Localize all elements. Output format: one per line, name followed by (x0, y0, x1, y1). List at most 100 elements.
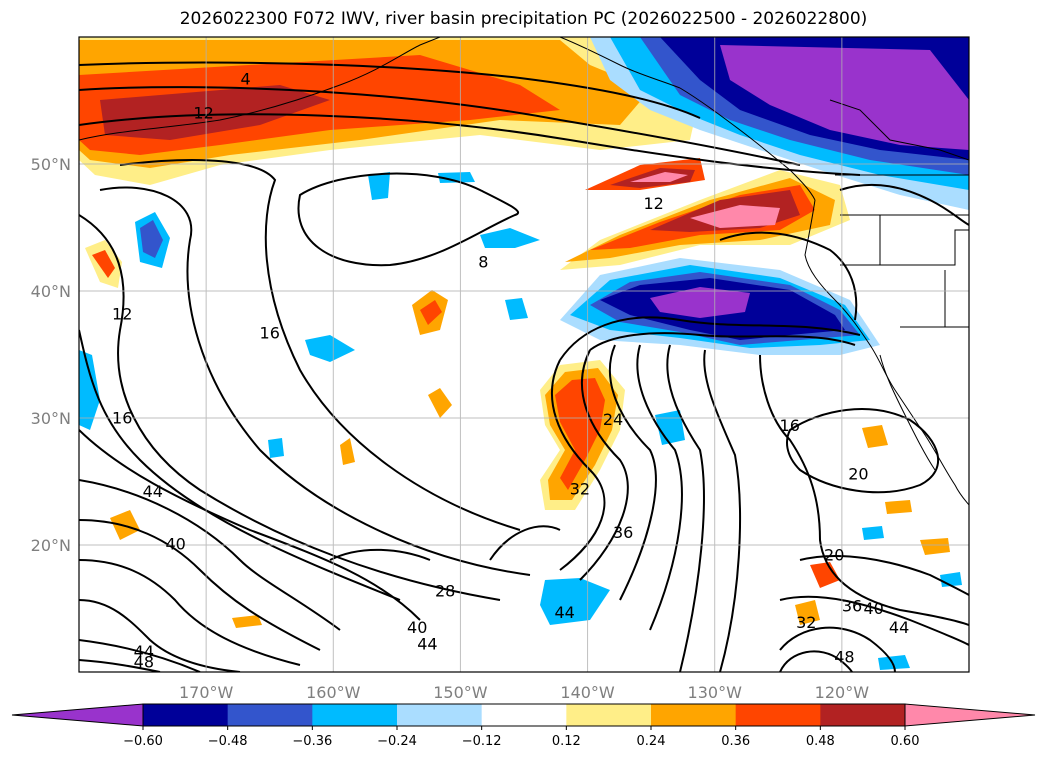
colorbar-frame (142, 703, 906, 727)
contour-label: 36 (613, 523, 633, 542)
contour-line (779, 626, 896, 672)
contour-label: 44 (555, 603, 575, 622)
contour-label: 40 (407, 618, 427, 637)
contour-line (703, 349, 741, 672)
map-frame (78, 36, 970, 673)
shade-positive-dot-4 (920, 538, 950, 555)
contour-line (786, 408, 939, 494)
colorbar: −0.60 −0.48 −0.36 −0.24 −0.12 0.12 0.24 0.36 0.4… (11, 703, 1036, 749)
shade-positive-dot-5 (795, 600, 820, 625)
shade-positive-north-core (100, 85, 330, 140)
shade-negative-ca-core (650, 287, 750, 318)
coastlines (79, 37, 969, 506)
lon-tick-label: 140°W (560, 683, 615, 702)
contour-label: 16 (112, 409, 132, 428)
contour-label: 40 (863, 599, 883, 618)
contour-line (79, 329, 401, 601)
latitude-labels: 50°N 40°N 30°N 20°N (31, 155, 71, 555)
contour-line (759, 354, 969, 626)
colorbar-segment (397, 704, 483, 726)
contour-line (79, 659, 161, 672)
shade-negative-left-edge (79, 350, 100, 430)
colorbar-tick-label: 0.60 (891, 734, 920, 749)
contour-line (839, 183, 969, 226)
longitude-labels: 170°W 160°W 150°W 140°W 130°W 120°W (179, 683, 869, 702)
coastline-baja (879, 354, 936, 471)
contour-label: 16 (260, 323, 280, 342)
chart-title: 2026022300 F072 IWV, river basin precipi… (179, 9, 868, 29)
contour-line (79, 599, 241, 672)
lat-tick-label: 20°N (31, 536, 71, 555)
contour-line (579, 349, 629, 581)
contour-line (608, 344, 657, 601)
colorbar-tick-label: −0.24 (377, 734, 417, 749)
shade-positive-dot-2 (340, 438, 355, 465)
shade-negative-west-inner (140, 220, 163, 258)
shade-positive-dot-6 (232, 615, 262, 628)
shade-negative-dot-5 (480, 228, 540, 248)
contour-line (79, 429, 421, 621)
lon-tick-label: 120°W (815, 683, 870, 702)
shade-positive-west-inner (92, 250, 115, 278)
contour-line (559, 316, 861, 361)
colorbar-tick-label: −0.60 (123, 734, 163, 749)
contour-label: 28 (435, 581, 455, 600)
lat-tick-label: 50°N (31, 155, 71, 174)
shade-negative-dot-6 (268, 438, 284, 458)
contour-line (666, 344, 705, 672)
shade-positive-subtropic-inner (555, 378, 605, 490)
colorbar-tick-label: 0.48 (806, 734, 835, 749)
contour-label: 4 (240, 69, 250, 88)
shade-negative-ne-core (720, 45, 969, 150)
shade-positive-dot-1 (428, 388, 452, 418)
shade-negative-dot-9 (878, 655, 910, 670)
contour-label: 16 (780, 416, 800, 435)
colorbar-tick-label: 0.36 (721, 734, 750, 749)
contour-label: 24 (603, 410, 623, 429)
coastline-gulf-alaska (559, 37, 681, 89)
shade-negative-dot-2 (368, 172, 390, 200)
contour-label: 12 (112, 304, 132, 323)
shade-positive-midbasin-inner (420, 300, 442, 325)
contour-label: 44 (143, 482, 163, 501)
contour-label: 48 (834, 647, 854, 666)
contour-line (551, 359, 606, 571)
lon-tick-label: 130°W (688, 683, 743, 702)
contour-label: 32 (570, 480, 590, 499)
contour-label: 12 (193, 104, 213, 123)
contour-label: 8 (478, 252, 488, 271)
contour-label: 20 (824, 546, 844, 565)
lat-tick-label: 30°N (31, 409, 71, 428)
contour-line (79, 519, 321, 651)
colorbar-segment (143, 704, 229, 726)
contour-line (636, 344, 683, 631)
contour-line (79, 479, 341, 631)
contour-line (79, 214, 501, 601)
lon-tick-label: 170°W (179, 683, 234, 702)
colorbar-segment (735, 704, 821, 726)
contour-label: 12 (644, 194, 664, 213)
contour-label: 44 (417, 635, 437, 654)
shade-negative-dot-7 (862, 526, 884, 540)
contour-label: 20 (848, 464, 868, 483)
contour-label: 40 (165, 534, 185, 553)
shade-negative-dot-11 (438, 172, 475, 183)
colorbar-segment (566, 704, 652, 726)
contour-label: 44 (889, 618, 909, 637)
lon-tick-label: 160°W (306, 683, 361, 702)
shade-negative-dot-1 (305, 335, 355, 362)
shade-negative-dot-4 (655, 410, 685, 445)
shade-positive-upper-peak (630, 172, 688, 182)
lat-tick-label: 40°N (31, 282, 71, 301)
colorbar-extend-max (904, 703, 1036, 727)
lon-tick-label: 150°W (433, 683, 488, 702)
contour-label: 48 (134, 652, 154, 671)
contour-line (329, 548, 431, 561)
contour-line (779, 650, 853, 672)
colorbar-segment (312, 704, 398, 726)
colorbar-segment (481, 704, 567, 726)
colorbar-tick-label: −0.48 (208, 734, 248, 749)
contour-line (589, 332, 856, 351)
contour-line (799, 555, 969, 596)
